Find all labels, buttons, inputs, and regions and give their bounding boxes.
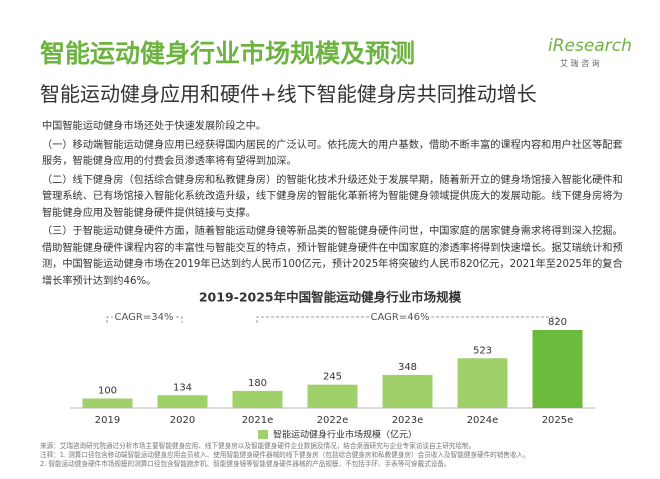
x-tick-label: 2020 bbox=[170, 415, 195, 426]
value-label: 245 bbox=[323, 372, 342, 383]
bar bbox=[532, 330, 583, 408]
x-tick-label: 2021e bbox=[242, 415, 274, 426]
bracket bbox=[106, 316, 183, 323]
value-label: 820 bbox=[548, 317, 567, 328]
footnote: 注释：1. 测算口径包含移动端智能运动健身应用会员收入、使用智能健身硬件器械的线… bbox=[40, 451, 530, 459]
value-label: 180 bbox=[248, 378, 267, 389]
subtitle: 智能运动健身应用和硬件+线下智能健身房共同推动增长 bbox=[40, 82, 537, 106]
value-label: 348 bbox=[398, 362, 417, 373]
bar bbox=[307, 384, 358, 408]
bar bbox=[82, 398, 133, 408]
chart-title: 2019-2025年中国智能运动健身行业市场规模 bbox=[199, 290, 462, 305]
title: 智能运动健身行业市场规模及预测 bbox=[40, 39, 416, 68]
logo: iResearch bbox=[548, 36, 632, 56]
bracket bbox=[256, 316, 558, 323]
paragraph: 中国智能运动健身市场还处于快速发展阶段之中。 bbox=[42, 121, 267, 132]
bar bbox=[157, 395, 208, 408]
paragraph: （三）于智能运动健身硬件方面，随着智能运动健身镜等新品类的智能健身硬件问世，中国… bbox=[42, 226, 623, 287]
paragraphs: 中国智能运动健身市场还处于快速发展阶段之中。 （一）移动端智能运动健身应用已经获… bbox=[42, 119, 624, 292]
logo-sub: 艾 瑞 咨 询 bbox=[560, 59, 600, 68]
x-tick-label: 2019 bbox=[95, 415, 120, 426]
paragraph: （一）移动端智能运动健身应用已经获得国内居民的广泛认可。依托庞大的用户基数，借助… bbox=[42, 139, 623, 168]
paragraph: （二）线下健身房（包括综合健身房和私教健身房）的智能化技术升级还处于发展早期，随… bbox=[42, 174, 623, 219]
footnote: 2. 智能运动健身硬件市场规模的测算口径包含智能跑步机、智能健身镜等智能健身硬件… bbox=[40, 460, 451, 468]
value-label: 134 bbox=[173, 382, 192, 393]
footnotes: 来源：艾瑞咨询研究院通过分析市场主要智能健身应用、线下健身房以及智能健身硬件企业… bbox=[40, 442, 640, 469]
x-tick-label: 2025e bbox=[542, 415, 574, 426]
legend-label: 智能运动健身行业市场规模（亿元） bbox=[273, 429, 417, 441]
bar bbox=[232, 390, 283, 408]
value-label: 523 bbox=[473, 345, 492, 356]
cagr-brackets bbox=[106, 316, 558, 323]
x-tick-label: 2023e bbox=[392, 415, 424, 426]
x-tick-label: 2024e bbox=[467, 415, 499, 426]
x-tick-label: 2022e bbox=[317, 415, 349, 426]
chart: 2019-2025年中国智能运动健身行业市场规模 CAGR=34% CAGR=4… bbox=[70, 290, 595, 441]
annotation: CAGR=46% bbox=[371, 312, 430, 323]
bar bbox=[457, 358, 508, 408]
footnote: 来源：艾瑞咨询研究院通过分析市场主要智能健身应用、线下健身房以及智能健身硬件企业… bbox=[40, 442, 476, 450]
bar bbox=[382, 374, 433, 408]
value-label: 100 bbox=[98, 385, 117, 396]
legend-swatch bbox=[258, 430, 268, 439]
annotation: CAGR=34% bbox=[115, 312, 174, 323]
